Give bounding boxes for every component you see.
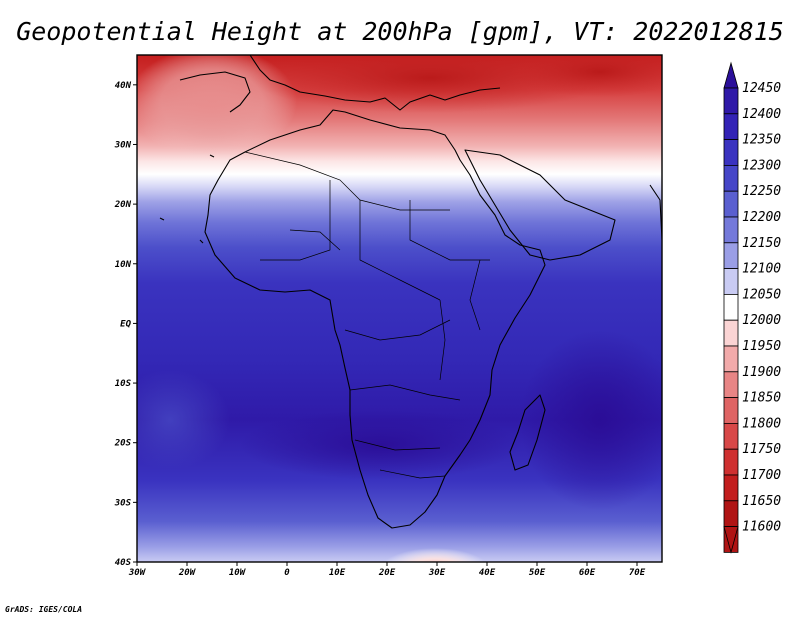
- colorbar-label: 11750: [742, 442, 781, 457]
- colorbar-label: 11800: [742, 416, 781, 431]
- colorbar-label: 11900: [742, 365, 781, 380]
- colorbar-swatch: [723, 139, 739, 166]
- colorbar-label: 12400: [742, 107, 781, 122]
- colorbar-swatch: [723, 422, 739, 450]
- colorbar-label: 11600: [742, 520, 781, 535]
- lat-tick-label: 10S: [115, 379, 132, 389]
- colorbar-max-triangle: [723, 61, 739, 89]
- colorbar-swatch: [723, 474, 739, 502]
- colorbar-label: 11950: [742, 339, 781, 354]
- lat-tick-label: 30S: [114, 498, 132, 508]
- chart-title: Geopotential Height at 200hPa [gpm], VT:…: [16, 17, 784, 46]
- colorbar-swatch: [723, 87, 739, 115]
- colorbar-swatch: [723, 397, 739, 424]
- credit-label: GrADS: IGES/COLA: [5, 605, 82, 614]
- colorbar-min-triangle: [723, 526, 739, 554]
- lon-tick-label: 0: [284, 568, 290, 578]
- colorbar-label: 12000: [742, 313, 781, 328]
- map-frame: [136, 54, 663, 563]
- lat-tick-label: 30N: [114, 140, 132, 150]
- colorbar-label: 11650: [742, 494, 781, 509]
- lat-tick-label: 40S: [115, 558, 132, 568]
- colorbar-label: 12350: [742, 133, 781, 148]
- coastlines: [159, 55, 662, 529]
- colorbar-swatch: [723, 319, 739, 347]
- lat-tick-label: 20S: [114, 439, 132, 449]
- lon-tick-label: 10W: [229, 568, 247, 578]
- lon-tick-label: 40E: [479, 568, 496, 578]
- colorbar-label: 12200: [742, 210, 781, 225]
- lon-tick-label: 70E: [629, 568, 646, 578]
- height-field: [137, 55, 662, 562]
- colorbar-label: 12450: [742, 81, 781, 96]
- colorbar-label: 12050: [742, 287, 781, 302]
- lat-tick-label: 10N: [115, 260, 132, 270]
- colorbar-swatch: [723, 164, 739, 192]
- colorbar-label: 12100: [742, 262, 781, 277]
- colorbar-label: 12250: [742, 184, 781, 199]
- colorbar-swatch: [723, 293, 739, 321]
- lat-tick-label: EQ: [120, 319, 131, 329]
- lat-tick-label: 40N: [115, 81, 132, 91]
- colorbar-label: 12300: [742, 158, 781, 173]
- lat-tick-label: 20N: [114, 200, 132, 210]
- colorbar-swatch: [723, 216, 739, 244]
- lon-tick-label: 60E: [579, 568, 596, 578]
- lon-tick-label: 30E: [428, 568, 446, 578]
- lon-tick-label: 30W: [128, 568, 147, 578]
- lon-tick-label: 50E: [529, 568, 546, 578]
- colorbar-swatch: [723, 345, 739, 373]
- colorbar-label: 11850: [742, 391, 781, 406]
- lon-tick-label: 10E: [329, 568, 346, 578]
- colorbar-swatch: [723, 371, 739, 398]
- colorbar-swatch: [723, 113, 739, 141]
- colorbar-swatch: [723, 242, 739, 270]
- colorbar-swatch: [723, 448, 739, 476]
- colorbar-label: 11700: [742, 468, 781, 483]
- colorbar-swatch: [723, 500, 739, 527]
- lon-tick-label: 20E: [378, 568, 396, 578]
- colorbar: 12450 12400 12350 12300 12250 12200 12150 12100…: [723, 61, 781, 554]
- colorbar-swatch: [723, 190, 739, 218]
- colorbar-label: 12150: [742, 236, 781, 251]
- colorbar-swatch: [723, 268, 739, 295]
- lon-tick-label: 20W: [178, 568, 197, 578]
